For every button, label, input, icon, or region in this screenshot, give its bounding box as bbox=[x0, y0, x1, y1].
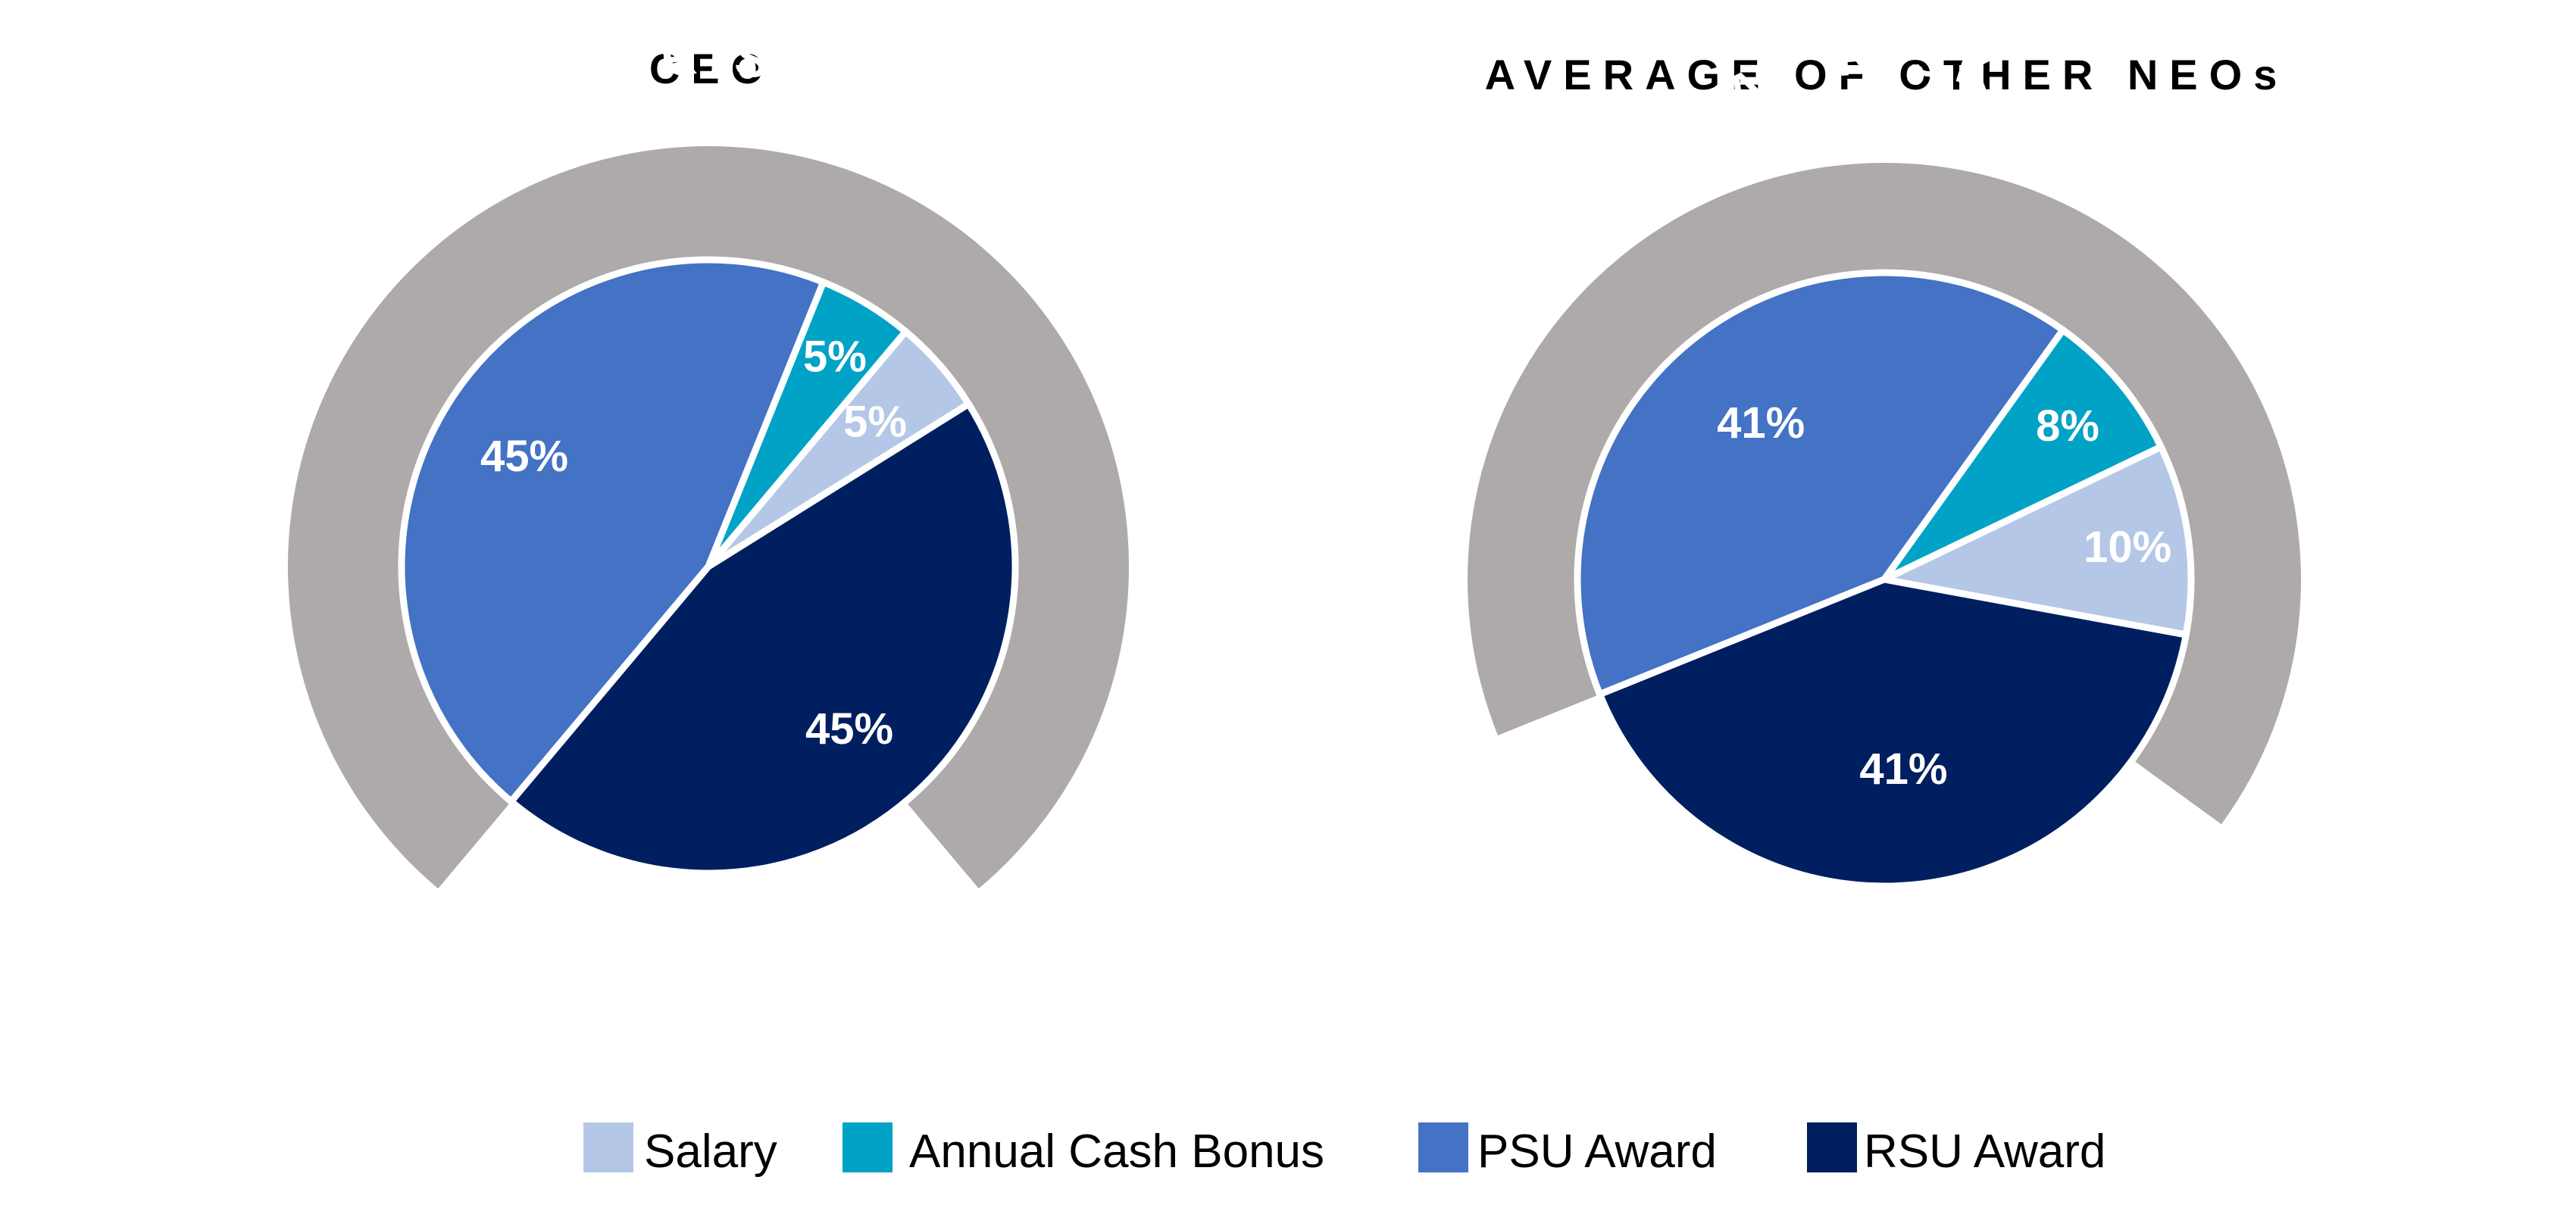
pie-slice-rsu-award bbox=[508, 400, 1019, 877]
slice-label-psu-award: 41% bbox=[1717, 398, 1805, 448]
pie-slice-psu-award bbox=[1574, 269, 2067, 698]
slice-label-annual-cash-bonus: 5% bbox=[803, 332, 867, 381]
pay-at-risk-ring bbox=[287, 145, 1129, 889]
pay-at-risk-ring bbox=[1468, 162, 2302, 825]
pie-slice-annual-cash-bonus bbox=[1880, 326, 2165, 583]
pie-slice-psu-award bbox=[398, 256, 827, 805]
chart-title: CEO bbox=[649, 45, 775, 92]
legend-label: Annual Cash Bonus bbox=[909, 1125, 1324, 1178]
legend-label: Salary bbox=[644, 1125, 777, 1178]
legend-label: RSU Award bbox=[1864, 1125, 2106, 1178]
legend-swatch-salary bbox=[583, 1122, 633, 1172]
slice-label-rsu-award: 41% bbox=[1859, 745, 1947, 794]
legend-swatch-rsu-award bbox=[1807, 1122, 1857, 1172]
slice-label-rsu-award: 45% bbox=[805, 704, 893, 754]
slice-label-salary: 5% bbox=[843, 398, 907, 447]
neo-pie-chart: AVERAGE OF OTHER NEOs 41% 8%10%41% PAY AT… bbox=[1468, 27, 2302, 890]
legend-swatch-psu-award bbox=[1418, 1122, 1468, 1172]
legend-swatch-annual-cash-bonus bbox=[843, 1122, 893, 1172]
ceo-pie-chart: CEO 45%5%5%45% PAY AT RISK: 95% bbox=[287, 27, 1129, 889]
slice-label-salary: 10% bbox=[2084, 523, 2171, 572]
pie-slice-rsu-award bbox=[1596, 576, 2190, 890]
legend: Salary Annual Cash Bonus PSU Award RSU A… bbox=[583, 1122, 2106, 1178]
slice-label-annual-cash-bonus: 8% bbox=[2036, 401, 2099, 451]
chart-title: AVERAGE OF OTHER NEOs bbox=[1485, 51, 2289, 98]
legend-label: PSU Award bbox=[1477, 1125, 1717, 1178]
pie-slice-salary bbox=[1880, 443, 2195, 638]
slice-label-psu-award: 45% bbox=[480, 432, 568, 481]
